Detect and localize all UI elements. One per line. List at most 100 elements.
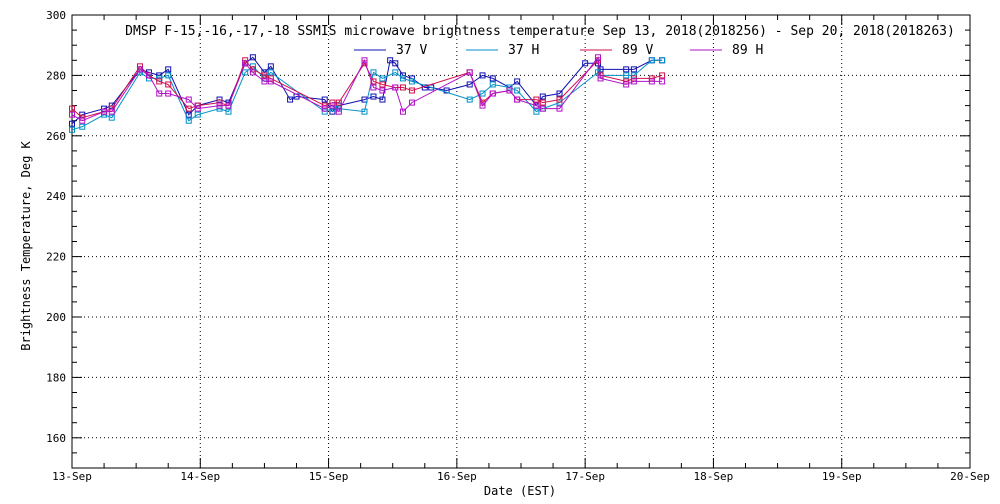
data-point xyxy=(79,117,86,124)
data-point xyxy=(370,69,377,76)
data-point xyxy=(69,105,75,112)
data-point xyxy=(335,108,342,115)
data-point xyxy=(361,57,368,64)
axes: 13-Sep 14-Sep 15-Sep 16-Sep 17-Sep 18-Sep 19-S… xyxy=(46,9,990,483)
data-point xyxy=(335,99,342,106)
data-point xyxy=(185,96,192,103)
data-point xyxy=(489,75,496,82)
series-89-h xyxy=(69,54,666,124)
data-point xyxy=(287,96,294,103)
data-point xyxy=(399,84,406,91)
data-point xyxy=(156,90,163,97)
data-point xyxy=(165,90,172,97)
data-point xyxy=(249,69,256,76)
data-point xyxy=(539,99,546,106)
y-tick-label: 200 xyxy=(46,311,66,324)
data-point xyxy=(370,84,377,91)
data-point xyxy=(185,117,192,124)
chart-title: DMSP F-15,-16,-17,-18 SSMIS microwave br… xyxy=(125,24,955,39)
data-point xyxy=(514,78,521,85)
x-tick-label: 15-Sep xyxy=(309,470,349,483)
data-point xyxy=(597,75,604,82)
data-point xyxy=(392,84,399,91)
data-point xyxy=(623,78,630,85)
legend-label: 89 H xyxy=(732,43,763,58)
data-point xyxy=(379,87,386,94)
grid-lines xyxy=(72,15,970,468)
x-tick-label: 17-Sep xyxy=(565,470,605,483)
data-point xyxy=(165,66,172,73)
legend-label: 37 H xyxy=(508,43,539,58)
data-point xyxy=(387,57,394,64)
data-point xyxy=(659,57,666,64)
data-point xyxy=(267,63,274,70)
data-point xyxy=(556,105,563,112)
data-point xyxy=(321,105,328,112)
data-point xyxy=(506,84,513,91)
data-point xyxy=(329,102,336,109)
data-point xyxy=(329,108,336,115)
data-point xyxy=(630,66,637,73)
data-point xyxy=(136,66,143,73)
data-point xyxy=(630,78,637,85)
data-point xyxy=(145,72,152,79)
data-point xyxy=(623,81,630,88)
y-tick-label: 220 xyxy=(46,251,66,264)
data-point xyxy=(261,78,268,85)
data-point xyxy=(399,108,406,115)
data-point xyxy=(392,60,399,67)
data-point xyxy=(101,111,108,118)
data-point xyxy=(466,96,473,103)
data-point xyxy=(514,87,521,94)
data-point xyxy=(101,108,108,115)
data-point xyxy=(108,114,115,121)
data-point xyxy=(443,87,450,94)
y-tick-label: 280 xyxy=(46,69,66,82)
x-tick-label: 19-Sep xyxy=(822,470,862,483)
data-point xyxy=(506,87,513,94)
series-layer xyxy=(69,54,666,133)
data-point xyxy=(539,105,546,112)
data-point xyxy=(594,54,601,61)
data-point xyxy=(69,120,75,127)
data-point xyxy=(69,111,75,118)
y-tick-label: 180 xyxy=(46,371,66,384)
data-point xyxy=(321,96,328,103)
data-point xyxy=(379,75,386,82)
data-point xyxy=(539,93,546,100)
data-point xyxy=(185,105,192,112)
legend-label: 37 V xyxy=(396,43,427,58)
legend-label: 89 V xyxy=(622,43,653,58)
y-tick-label: 240 xyxy=(46,190,66,203)
data-point xyxy=(79,123,86,130)
x-tick-label: 18-Sep xyxy=(694,470,734,483)
data-point xyxy=(408,99,415,106)
data-point xyxy=(225,102,232,109)
data-point xyxy=(242,69,249,76)
series-line xyxy=(71,59,663,131)
data-point xyxy=(321,108,328,115)
data-point xyxy=(267,69,274,76)
data-point xyxy=(156,78,163,85)
data-point xyxy=(216,102,223,109)
data-point xyxy=(479,72,486,79)
data-point xyxy=(392,69,399,76)
data-point xyxy=(165,81,172,88)
data-point xyxy=(399,75,406,82)
data-point xyxy=(582,60,589,67)
data-point xyxy=(648,78,655,85)
data-point xyxy=(533,96,540,103)
x-tick-label: 14-Sep xyxy=(180,470,220,483)
data-point xyxy=(659,72,666,79)
data-point xyxy=(533,108,540,115)
x-axis-label: Date (EST) xyxy=(484,484,556,498)
y-tick-label: 160 xyxy=(46,432,66,445)
x-tick-label: 13-Sep xyxy=(52,470,92,483)
data-point xyxy=(194,111,201,118)
data-point xyxy=(267,78,274,85)
y-axis-label: Brightness Temperature, Deg K xyxy=(19,140,33,350)
data-point xyxy=(556,96,563,103)
data-point xyxy=(533,102,540,109)
